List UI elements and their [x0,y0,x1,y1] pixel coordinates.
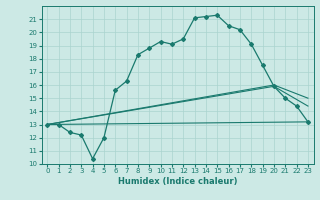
X-axis label: Humidex (Indice chaleur): Humidex (Indice chaleur) [118,177,237,186]
